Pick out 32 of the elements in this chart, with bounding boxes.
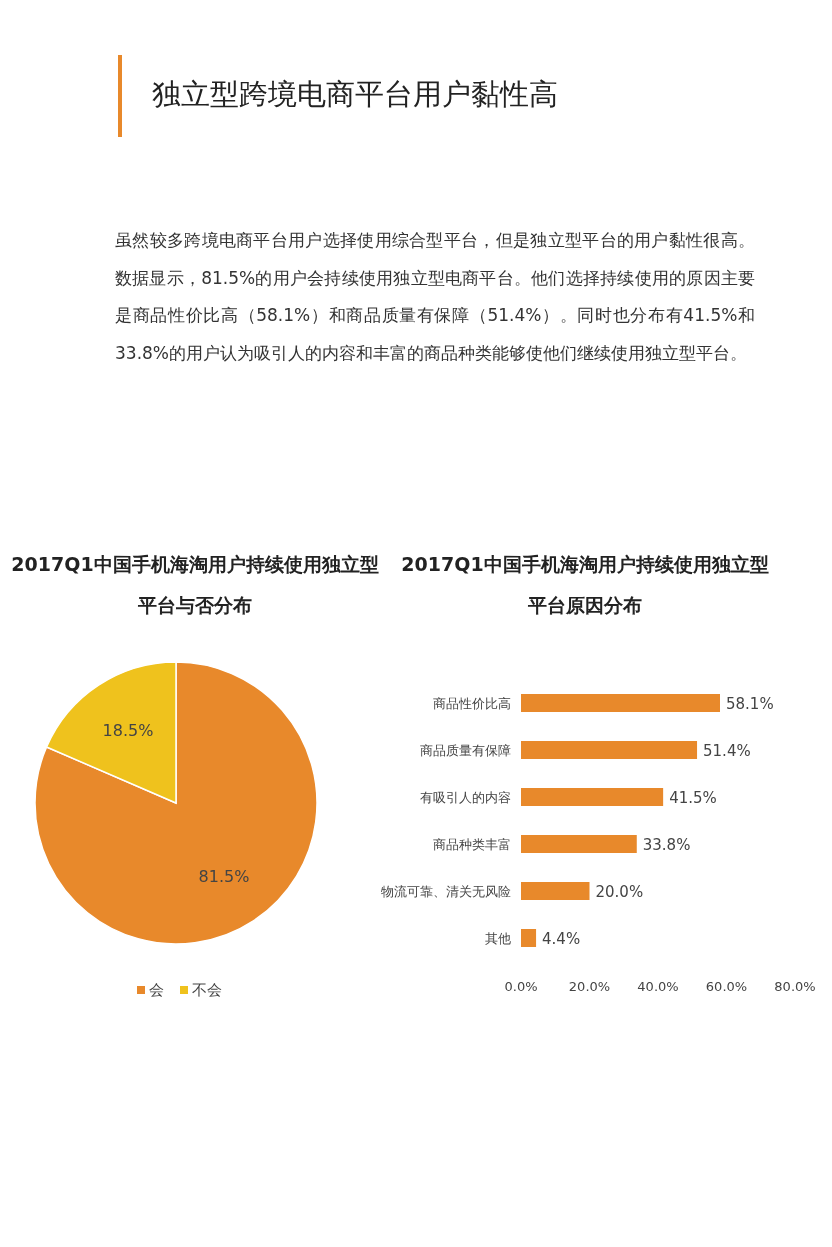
- bar: [521, 741, 698, 759]
- chart-title: 2017Q1中国手机海淘用户持续使用独立型平台与否分布: [10, 552, 380, 618]
- bar: [521, 694, 720, 712]
- pie-slice: [34, 661, 318, 945]
- x-tick-label: 60.0%: [705, 979, 748, 994]
- bar: [521, 788, 664, 806]
- y-tick-label: 商品质量有保障: [420, 743, 511, 758]
- y-tick-label: 其他: [485, 931, 511, 946]
- y-tick-label: 物流可靠、清关无风险: [381, 884, 511, 899]
- x-tick-label: 80.0%: [774, 979, 816, 994]
- data-label: 81.5%: [198, 867, 250, 887]
- data-label: 41.5%: [669, 789, 717, 807]
- data-label: 4.4%: [542, 930, 581, 948]
- y-tick-label: 有吸引人的内容: [420, 790, 511, 805]
- bar: [521, 882, 590, 900]
- text: 虽然较多跨境电商平台用户选择使用综合型平台，但是独立型平台的用户黏性很高。数据显示，81.5%的用户会持续使用独立型电商平台。他们选择持续使用的原因主要是商品性价比高（58.1%）和商品质量有保障（51.4%）。同时也分布有41.5%和33.8%的用户认为吸引人的内容和丰富的商品种类能够使他们继续使用独立型平台。: [115, 229, 755, 365]
- bar: [521, 929, 537, 947]
- legend-label: 会: [149, 981, 164, 999]
- x-tick-label: 40.0%: [637, 979, 679, 994]
- chart-title: 2017Q1中国手机海淘用户持续使用独立型平台原因分布: [400, 552, 770, 618]
- data-label: 51.4%: [703, 742, 751, 760]
- text: 独立型跨境电商平台用户黏性高: [152, 76, 558, 113]
- bar: [521, 835, 637, 853]
- y-tick-label: 商品种类丰富: [433, 837, 511, 852]
- data-label: 58.1%: [725, 695, 774, 713]
- y-tick-label: 商品性价比高: [433, 696, 511, 711]
- legend-label: 不会: [192, 981, 222, 999]
- data-label: 18.5%: [102, 720, 154, 740]
- data-label: 20.0%: [595, 883, 644, 901]
- data-label: 33.8%: [642, 836, 691, 854]
- x-tick-label: 0.0%: [504, 979, 538, 994]
- x-tick-label: 20.0%: [568, 979, 611, 994]
